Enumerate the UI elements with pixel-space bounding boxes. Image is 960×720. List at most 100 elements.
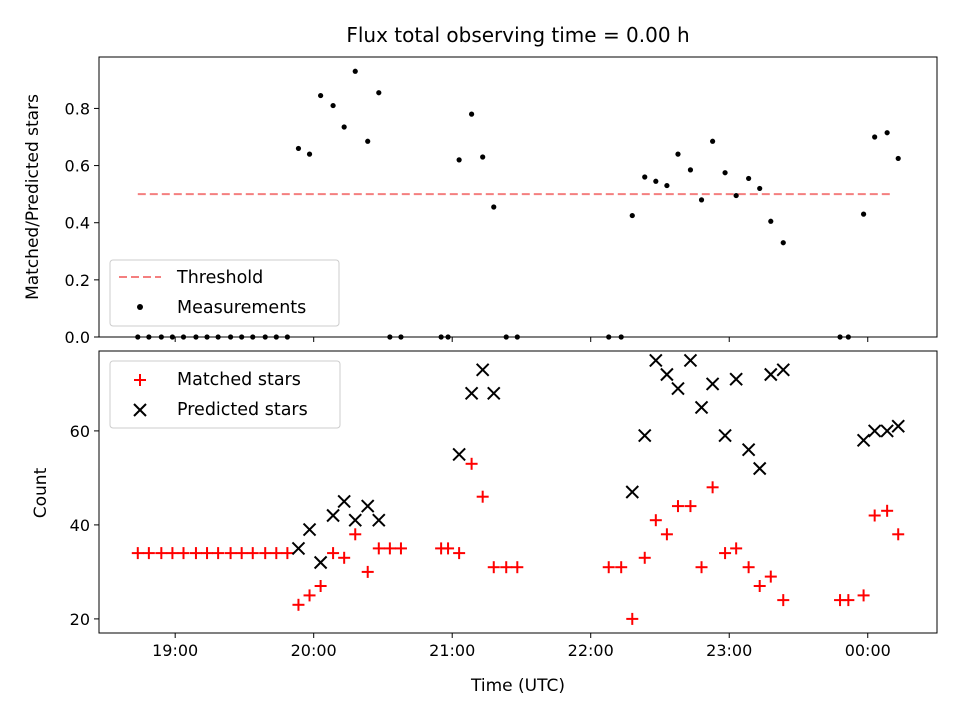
measurement-point	[687, 167, 694, 173]
measurement-point	[491, 204, 497, 210]
predicted-point	[638, 428, 652, 443]
matched-point	[684, 500, 697, 513]
matched-point	[166, 547, 179, 560]
ratio-subplot: Flux total observing time = 0.00 h Match…	[23, 23, 938, 347]
bottom-axes-frame	[98, 350, 938, 634]
measurement-point	[780, 240, 786, 246]
measurement-point	[733, 192, 739, 199]
matched-point	[626, 612, 639, 625]
top-axis-ticks: 0.0 0.2 0.4 0.6 0.8	[65, 99, 869, 347]
bottom-plot-marks	[131, 353, 905, 625]
predicted-point	[487, 386, 501, 401]
x-tick-label: 21:00	[429, 641, 475, 660]
matched-point	[372, 542, 385, 555]
predicted-point	[718, 428, 732, 443]
top-y-tick-label: 0.6	[65, 157, 90, 176]
predicted-point	[671, 381, 685, 396]
matched-point	[235, 547, 248, 560]
measurement-point	[642, 174, 648, 180]
matched-point	[730, 542, 743, 555]
matched-point	[842, 594, 855, 607]
predicted-point	[867, 424, 882, 438]
predicted-point	[291, 541, 306, 556]
matched-point	[212, 547, 225, 560]
matched-point	[270, 547, 283, 560]
bottom-axis-ticks: 19:00 20:00 21:00 22:00 23:00 00:00 20 40 60	[70, 422, 891, 660]
predicted-point	[348, 513, 362, 527]
x-tick-label: 19:00	[152, 641, 198, 660]
predicted-point	[764, 367, 778, 382]
measurement-point	[330, 102, 336, 109]
bottom-legend-box	[109, 360, 341, 429]
predicted-point	[337, 494, 351, 509]
matched-point	[131, 547, 144, 560]
matched-point	[695, 561, 708, 574]
count-subplot: Count Time (UTC) 19:00 20:00 21:00 22:00 23:…	[31, 350, 938, 696]
matched-point	[327, 547, 340, 560]
measurement-point	[306, 151, 313, 157]
chart-title: Flux total observing time = 0.00 h	[346, 23, 689, 47]
legend-measurements-swatch	[137, 304, 143, 310]
measurement-point	[872, 134, 878, 140]
legend-threshold-label: Threshold	[176, 268, 263, 288]
measurement-point	[884, 130, 890, 136]
matched-point	[660, 528, 673, 541]
matched-point	[881, 504, 894, 517]
measurement-point	[653, 178, 659, 184]
measurement-point	[664, 182, 670, 189]
measurement-point	[352, 68, 358, 74]
legend-matched-swatch	[134, 374, 146, 386]
bottom-y-axis-label: Count	[31, 467, 51, 518]
measurement-point	[365, 138, 371, 144]
predicted-point	[856, 433, 871, 448]
matched-point	[602, 561, 615, 574]
predicted-point	[694, 400, 709, 415]
bottom-y-tick-label: 20	[70, 610, 90, 629]
matched-point	[303, 589, 316, 602]
predicted-point	[776, 363, 790, 377]
legend-measurements-label: Measurements	[177, 298, 306, 318]
predicted-point	[475, 363, 490, 377]
predicted-point	[683, 353, 698, 368]
matched-point	[349, 528, 362, 541]
matched-point	[314, 580, 327, 592]
measurement-point	[318, 92, 324, 99]
top-y-tick-label: 0.8	[65, 99, 90, 118]
x-axis-label: Time (UTC)	[470, 676, 565, 696]
matched-point	[292, 598, 305, 611]
matched-point	[777, 594, 790, 607]
matched-point	[224, 547, 237, 560]
matched-point	[361, 565, 374, 578]
predicted-point	[891, 419, 905, 433]
measurement-point	[341, 124, 347, 130]
predicted-point	[361, 499, 375, 513]
top-y-tick-label: 0.0	[65, 328, 90, 347]
predicted-point	[705, 377, 720, 391]
matched-point	[615, 561, 628, 574]
matched-point	[500, 561, 513, 574]
matched-point	[338, 551, 351, 564]
top-legend-box	[109, 259, 340, 327]
predicted-point	[649, 353, 663, 368]
matched-point	[857, 589, 870, 602]
legend-predicted-swatch	[133, 403, 147, 417]
predicted-point	[372, 513, 386, 527]
matched-point	[511, 561, 524, 574]
matched-point	[177, 547, 190, 560]
matched-point	[453, 547, 466, 560]
predicted-point	[729, 372, 743, 386]
matched-point	[465, 457, 478, 470]
matched-point	[383, 542, 396, 555]
measurement-point	[698, 197, 705, 203]
predicted-point	[302, 522, 317, 537]
predicted-point	[660, 367, 674, 382]
bottom-y-tick-label: 60	[70, 422, 90, 441]
x-tick-label: 00:00	[845, 641, 891, 660]
matched-point	[281, 547, 294, 560]
matched-point	[638, 551, 651, 564]
measurement-point	[468, 111, 475, 117]
measurement-point	[860, 211, 867, 217]
measurement-point	[768, 218, 774, 224]
measurement-point	[710, 138, 716, 144]
matched-point	[753, 580, 766, 592]
